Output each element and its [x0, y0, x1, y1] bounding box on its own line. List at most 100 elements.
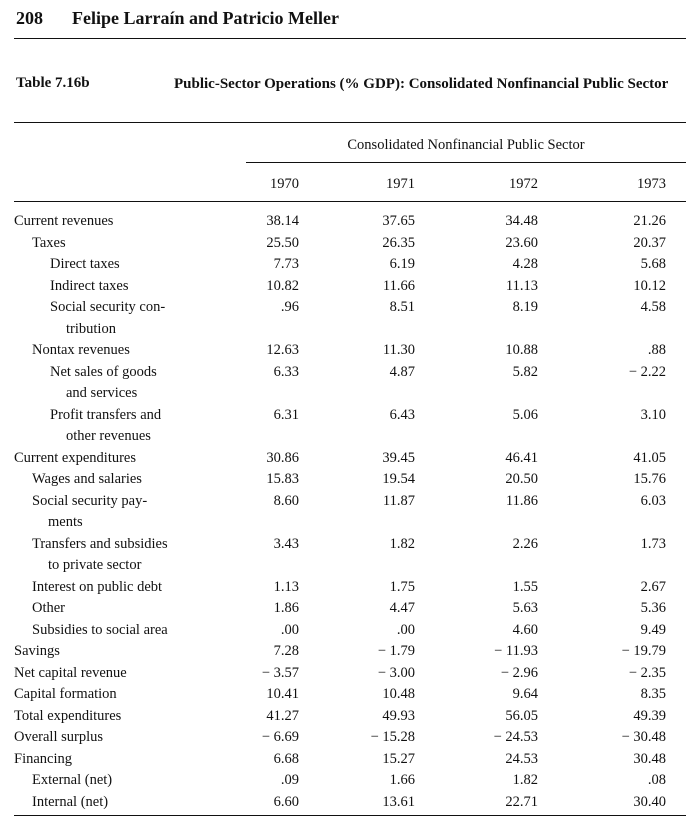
- cell-1970: 7.73: [273, 256, 299, 272]
- cell-1971: 8.51: [389, 299, 415, 315]
- row-label-line: Subsidies to social area: [32, 621, 168, 638]
- cell-1972: 46.41: [505, 449, 538, 466]
- cell-1970: 12.63: [266, 342, 299, 358]
- year-header: 1971: [386, 176, 415, 192]
- cell-1971: 37.65: [382, 213, 415, 229]
- cell-1972: 2.26: [512, 535, 538, 552]
- cell-1971: 4.87: [389, 363, 415, 380]
- cell-1971: − 15.28: [370, 729, 415, 745]
- cell-1971: 6.19: [389, 256, 415, 272]
- cell-1971: 1.82: [389, 535, 415, 552]
- cell-1970: 30.86: [266, 449, 299, 466]
- row-label: Capital formation: [14, 684, 117, 706]
- cell-1971: 15.27: [382, 750, 415, 767]
- table-title: Public-Sector Operations (% GDP): Consol…: [174, 76, 669, 92]
- cell-1971: 11.66: [382, 277, 415, 294]
- cell-1971: 11.30: [382, 342, 415, 358]
- cell-1971: 1.66: [389, 772, 415, 788]
- row-label-line: Wages and salaries: [32, 471, 142, 487]
- cell-1973: − 30.48: [621, 729, 666, 745]
- cell-1970: 6.31: [273, 406, 299, 423]
- row-label-line: Indirect taxes: [50, 277, 129, 294]
- cell-1972: 5.82: [512, 363, 538, 380]
- cell-1973: − 2.22: [628, 363, 666, 380]
- row-label: Indirect taxes: [50, 276, 129, 298]
- cell-1972: − 11.93: [494, 643, 538, 659]
- column-group-rule: [246, 162, 686, 163]
- cell-1970: − 3.57: [261, 664, 299, 681]
- cell-1971: 6.43: [389, 406, 415, 423]
- cell-1972: 22.71: [505, 793, 538, 810]
- row-label: Current revenues: [14, 211, 113, 233]
- row-label-line: Taxes: [32, 234, 66, 251]
- cell-1970: .00: [280, 621, 299, 638]
- row-label: Taxes: [32, 233, 66, 255]
- row-label-continuation: ments: [48, 514, 83, 530]
- cell-1971: 19.54: [382, 471, 415, 487]
- cell-1973: − 19.79: [621, 643, 666, 659]
- cell-1973: .88: [647, 342, 666, 358]
- page-number: 208: [16, 8, 43, 28]
- row-label-line: Interest on public debt: [32, 578, 163, 595]
- row-label-continuation: and services: [66, 385, 138, 401]
- row-label: Overall surplus: [14, 727, 103, 749]
- cell-1972: 5.63: [512, 600, 538, 616]
- row-label-line: Profit transfers and: [50, 406, 162, 423]
- year-header: 1972: [509, 176, 538, 192]
- row-label-line: Social security pay-: [32, 492, 148, 509]
- cell-1970: 41.27: [266, 707, 299, 724]
- cell-1973: 10.12: [633, 277, 666, 294]
- cell-1970: .96: [280, 299, 299, 315]
- cell-1970: − 6.69: [261, 729, 299, 745]
- cell-1970: 6.33: [273, 363, 299, 380]
- row-label: Interest on public debt: [32, 577, 162, 599]
- row-label-line: Current revenues: [14, 213, 114, 229]
- cell-1971: − 1.79: [377, 643, 415, 659]
- cell-1970: 38.14: [266, 213, 299, 229]
- row-label: Other: [32, 598, 65, 620]
- cell-1970: 6.60: [273, 793, 299, 810]
- row-label: Current expenditures: [14, 448, 136, 470]
- header-rule: [14, 38, 686, 39]
- row-label-line: Nontax revenues: [32, 342, 130, 358]
- cell-1973: 30.40: [633, 793, 666, 810]
- cell-1973: 30.48: [633, 750, 666, 767]
- cell-1970: 7.28: [273, 643, 299, 659]
- row-label-line: Direct taxes: [50, 256, 120, 272]
- cell-1971: 13.61: [382, 793, 415, 810]
- cell-1971: 26.35: [382, 234, 415, 251]
- cell-1970: 25.50: [266, 234, 299, 251]
- row-label: Net capital revenue: [14, 663, 127, 685]
- row-label: Social security pay-ments: [32, 491, 147, 534]
- cell-1971: 11.87: [382, 492, 415, 509]
- row-label: Net sales of goods and services: [50, 362, 157, 405]
- row-label-line: Other: [32, 600, 66, 616]
- row-label-line: Net capital revenue: [14, 664, 127, 681]
- cell-1972: 8.19: [512, 299, 538, 315]
- table-bottom-rule: [14, 815, 686, 816]
- cell-1970: .09: [280, 772, 299, 788]
- cell-1970: 8.60: [273, 492, 299, 509]
- row-label-line: Net sales of goods: [50, 363, 157, 380]
- cell-1973: .08: [647, 772, 666, 788]
- cell-1972: 4.60: [512, 621, 538, 638]
- cell-1973: 1.73: [640, 535, 666, 552]
- cell-1972: 4.28: [512, 256, 538, 272]
- cell-1973: 5.36: [640, 600, 666, 616]
- column-header-rule: [14, 201, 686, 202]
- cell-1972: 1.82: [512, 772, 538, 788]
- cell-1971: 39.45: [382, 449, 415, 466]
- row-label-line: Capital formation: [14, 686, 117, 702]
- cell-1971: 10.48: [382, 686, 415, 702]
- cell-1972: − 24.53: [493, 729, 538, 745]
- cell-1973: 2.67: [640, 578, 666, 595]
- cell-1973: 49.39: [633, 707, 666, 724]
- cell-1971: 4.47: [389, 600, 415, 616]
- row-label: Transfers and subsidies to private sector: [32, 534, 168, 577]
- cell-1970: 10.82: [266, 277, 299, 294]
- row-label-line: Financing: [14, 750, 72, 767]
- cell-1972: 5.06: [512, 406, 538, 423]
- cell-1972: 23.60: [505, 234, 538, 251]
- cell-1972: − 2.96: [500, 664, 538, 681]
- row-label-line: External (net): [32, 772, 113, 788]
